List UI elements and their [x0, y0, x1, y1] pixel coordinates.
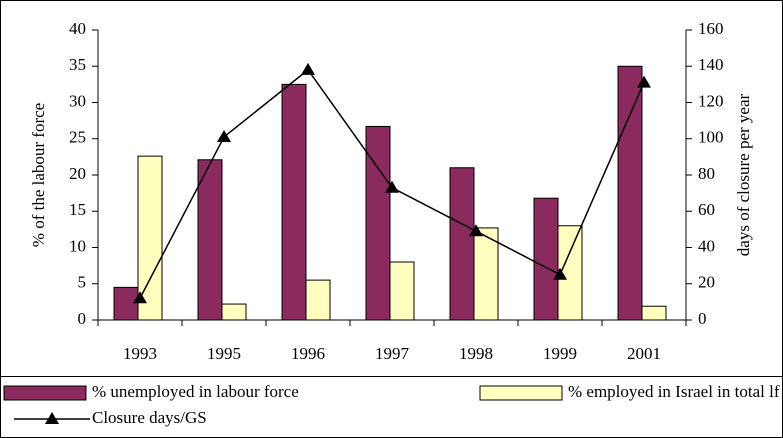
bar	[533, 197, 559, 321]
x-tick-label: 1996	[291, 344, 325, 363]
x-tick-label: 1998	[459, 344, 493, 363]
y2-tick-label: 120	[698, 91, 724, 110]
bar	[449, 167, 475, 321]
y-tick-label: 5	[78, 273, 87, 292]
y2-tick-label: 0	[698, 309, 707, 328]
y2-tick-label: 160	[698, 19, 724, 38]
legend-label: Closure days/GS	[92, 408, 207, 427]
legend-swatch	[3, 385, 87, 401]
x-tick-label: 1995	[207, 344, 241, 363]
y2-tick-label: 20	[698, 273, 715, 292]
y2-tick-label: 60	[698, 200, 715, 219]
bar	[305, 279, 331, 321]
y-tick-label: 20	[69, 164, 86, 183]
line-marker	[637, 75, 651, 88]
y2-tick-label: 100	[698, 128, 724, 147]
bar	[473, 227, 499, 321]
line-marker	[553, 267, 567, 280]
y-tick-label: 0	[78, 309, 87, 328]
x-tick-label: 1997	[375, 344, 410, 363]
y2-axis-title: days of closure per year	[734, 93, 753, 256]
bar	[617, 65, 643, 321]
y-axis-title: % of the labour force	[29, 103, 48, 247]
bar	[197, 159, 223, 321]
legend-swatch	[479, 385, 563, 401]
bar	[113, 286, 139, 321]
bar	[389, 261, 415, 321]
x-tick-label: 1993	[123, 344, 157, 363]
line-marker	[301, 62, 315, 75]
legend-marker	[45, 412, 59, 424]
line-marker	[385, 180, 399, 193]
legend-label: % employed in Israel in total lf	[568, 382, 780, 401]
y-tick-label: 15	[69, 200, 86, 219]
bar	[641, 305, 667, 321]
bar	[221, 303, 247, 321]
y2-tick-label: 80	[698, 164, 715, 183]
line-marker	[217, 129, 231, 142]
y2-tick-label: 140	[698, 55, 724, 74]
y-tick-label: 30	[69, 91, 86, 110]
x-tick-label: 1999	[543, 344, 577, 363]
x-tick-label: 2001	[627, 344, 661, 363]
bar	[281, 83, 307, 321]
y-tick-label: 25	[69, 128, 86, 147]
line-marker	[469, 224, 483, 237]
legend-label: % unemployed in labour force	[92, 382, 299, 401]
line-marker	[133, 291, 147, 304]
y-tick-label: 35	[69, 55, 86, 74]
legend-frame	[0, 376, 783, 438]
y-tick-label: 10	[69, 236, 86, 255]
bar	[365, 125, 391, 321]
y-tick-label: 40	[69, 19, 86, 38]
y2-tick-label: 40	[698, 236, 715, 255]
